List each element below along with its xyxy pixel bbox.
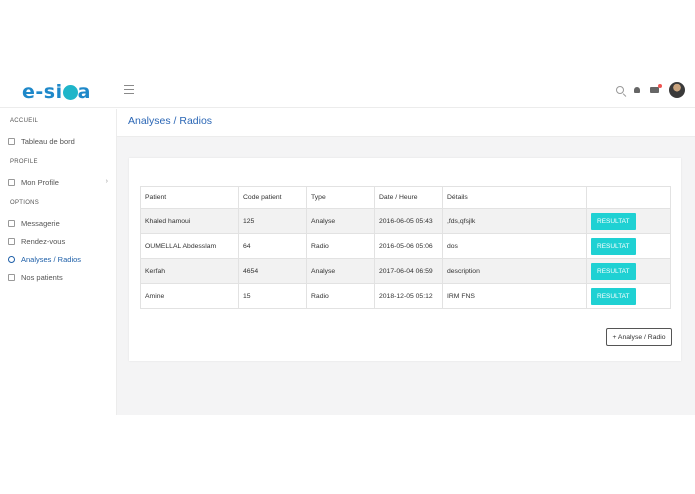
cell-action: RESULTAT	[586, 258, 671, 284]
cell-patient: OUMELLAL Abdesslam	[140, 233, 239, 259]
sidebar-item-label: Nos patients	[21, 272, 63, 282]
column-header-code-patient[interactable]: Code patient	[238, 186, 307, 209]
section-title-options: OPTIONS	[10, 200, 40, 206]
cell-action: RESULTAT	[586, 208, 671, 234]
search-icon[interactable]	[616, 86, 624, 94]
sidebar-item-label: Analyses / Radios	[21, 254, 82, 264]
resultat-button[interactable]: RESULTAT	[591, 287, 636, 305]
sidebar-item-label: Tableau de bord	[21, 136, 75, 146]
column-header-details[interactable]: Détails	[442, 186, 587, 209]
cell-date-heure: 2016-05-06 05:06	[374, 233, 443, 259]
section-title-accueil: ACCUEIL	[10, 118, 39, 124]
analyses-table: Patient Code patient Type Date / Heure D…	[140, 186, 671, 309]
table-row: Khaled hamoui 125 Analyse 2016-06-05 05:…	[140, 208, 671, 234]
column-header-date-heure[interactable]: Date / Heure	[374, 186, 443, 209]
top-bar: e-si a	[0, 75, 695, 108]
hamburger-icon[interactable]	[124, 85, 134, 94]
column-header-actions	[586, 186, 671, 209]
resultat-button[interactable]: RESULTAT	[591, 212, 636, 230]
table-row: Amine 15 Radio 2018-12-05 05:12 IRM FNS …	[140, 283, 671, 309]
cell-code-patient: 125	[238, 208, 307, 234]
profile-icon	[8, 178, 15, 186]
cell-type: Radio	[306, 283, 375, 309]
section-title-profile: PROFILE	[10, 159, 38, 165]
page-title: Analyses / Radios	[128, 115, 213, 127]
resultat-button[interactable]: RESULTAT	[591, 237, 636, 255]
table-header-row: Patient Code patient Type Date / Heure D…	[140, 186, 671, 209]
bell-icon[interactable]	[634, 87, 640, 93]
main-content: Analyses / Radios Patient Code patient T…	[117, 109, 695, 415]
cell-details: dos	[442, 233, 587, 259]
cell-date-heure: 2018-12-05 05:12	[374, 283, 443, 309]
analyses-card: Patient Code patient Type Date / Heure D…	[129, 158, 681, 361]
sidebar-item-rendez-vous[interactable]: Rendez-vous	[8, 234, 114, 248]
sidebar: ACCUEIL Tableau de bord PROFILE Mon Prof…	[0, 109, 117, 415]
table-row: OUMELLAL Abdesslam 64 Radio 2016-05-06 0…	[140, 233, 671, 259]
logo-mark	[62, 85, 78, 100]
logo[interactable]: e-si a	[22, 81, 91, 103]
sidebar-item-label: Messagerie	[21, 218, 60, 228]
cell-action: RESULTAT	[586, 283, 671, 309]
header-icons	[616, 82, 685, 98]
search-icon	[8, 255, 15, 263]
cell-date-heure: 2016-06-05 05:43	[374, 208, 443, 234]
mail-icon[interactable]	[650, 84, 662, 93]
envelope-icon	[8, 219, 15, 227]
cell-patient: Amine	[140, 283, 239, 309]
cell-details: description	[442, 258, 587, 284]
dashboard-icon	[8, 137, 15, 145]
cell-patient: Kerfah	[140, 258, 239, 284]
sidebar-item-analyses-radios[interactable]: Analyses / Radios	[8, 252, 114, 266]
cell-code-patient: 4654	[238, 258, 307, 284]
cell-details: ,fds,qfsjlk	[442, 208, 587, 234]
cell-code-patient: 64	[238, 233, 307, 259]
sidebar-item-label: Rendez-vous	[21, 236, 66, 246]
cell-patient: Khaled hamoui	[140, 208, 239, 234]
cell-details: IRM FNS	[442, 283, 587, 309]
resultat-button[interactable]: RESULTAT	[591, 262, 636, 280]
sidebar-item-messagerie[interactable]: Messagerie	[8, 216, 114, 230]
cell-date-heure: 2017-06-04 06:59	[374, 258, 443, 284]
chevron-right-icon: ›	[105, 178, 108, 185]
cell-type: Analyse	[306, 258, 375, 284]
column-header-patient[interactable]: Patient	[140, 186, 239, 209]
page-header: Analyses / Radios	[117, 109, 695, 137]
table-row: Kerfah 4654 Analyse 2017-06-04 06:59 des…	[140, 258, 671, 284]
cell-code-patient: 15	[238, 283, 307, 309]
add-analyse-radio-button[interactable]: + Analyse / Radio	[606, 328, 672, 346]
sidebar-item-nos-patients[interactable]: Nos patients	[8, 270, 114, 284]
users-icon	[8, 273, 15, 281]
calendar-icon	[8, 237, 15, 245]
avatar[interactable]	[669, 82, 685, 98]
cell-type: Analyse	[306, 208, 375, 234]
sidebar-item-mon-profile[interactable]: Mon Profile ›	[8, 175, 114, 189]
column-header-type[interactable]: Type	[306, 186, 375, 209]
cell-action: RESULTAT	[586, 233, 671, 259]
sidebar-item-tableau-de-bord[interactable]: Tableau de bord	[8, 134, 114, 148]
cell-type: Radio	[306, 233, 375, 259]
sidebar-item-label: Mon Profile	[21, 177, 59, 187]
app-window: e-si a ACCUEIL Tableau de bord PROFILE Mo…	[0, 75, 695, 415]
